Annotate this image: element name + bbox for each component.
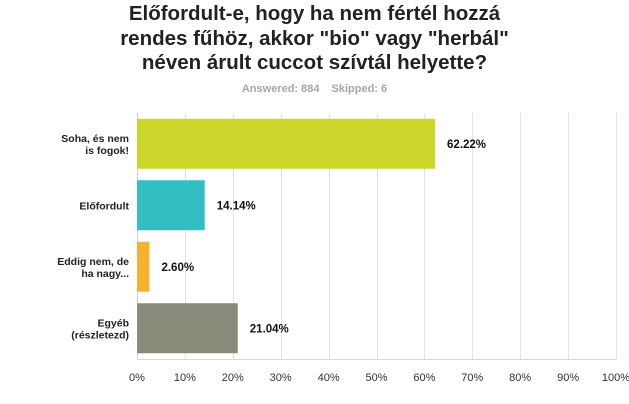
bar <box>137 241 150 292</box>
category-label: Eddig nem, de <box>57 256 129 268</box>
data-label: 2.60% <box>161 262 194 274</box>
x-tick-label: 80% <box>509 372 531 384</box>
x-tick-label: 30% <box>270 372 292 384</box>
category-label: (részletezd) <box>71 329 129 341</box>
x-tick-label: 100% <box>602 372 629 384</box>
x-tick-label: 40% <box>318 372 340 384</box>
response-stats: Answered: 884 Skipped: 6 <box>0 83 629 95</box>
x-tick-label: 20% <box>222 372 244 384</box>
x-tick-label: 50% <box>365 372 387 384</box>
category-label: Soha, és nem <box>61 133 129 145</box>
data-label: 14.14% <box>217 200 256 212</box>
bar <box>137 118 436 169</box>
x-tick-label: 0% <box>129 372 145 384</box>
bar <box>137 303 238 354</box>
skipped-count: Skipped: 6 <box>331 83 388 95</box>
chart-title-line-2: rendes fűhöz, akkor "bio" vagy "herbál" <box>120 26 509 50</box>
chart-title-line-3: néven árult cuccot szívtál helyette? <box>141 51 488 74</box>
answered-count: Answered: 884 <box>241 83 320 95</box>
data-label: 21.04% <box>250 323 289 335</box>
x-tick-label: 60% <box>413 372 435 384</box>
category-label: Egyéb <box>97 317 129 329</box>
category-label: ha nagy... <box>81 268 129 280</box>
chart-title: Előfordult-e, hogy ha nem fértél hozzá r… <box>0 2 629 76</box>
data-label: 62.22% <box>447 139 486 151</box>
chart-title-line-1: Előfordult-e, hogy ha nem fértél hozzá <box>128 2 501 25</box>
x-tick-label: 10% <box>174 372 196 384</box>
x-tick-label: 70% <box>461 372 483 384</box>
x-tick-label: 90% <box>557 372 579 384</box>
category-label: is fogok! <box>85 145 129 157</box>
category-label: Előfordult <box>79 200 129 212</box>
bar <box>137 180 205 231</box>
